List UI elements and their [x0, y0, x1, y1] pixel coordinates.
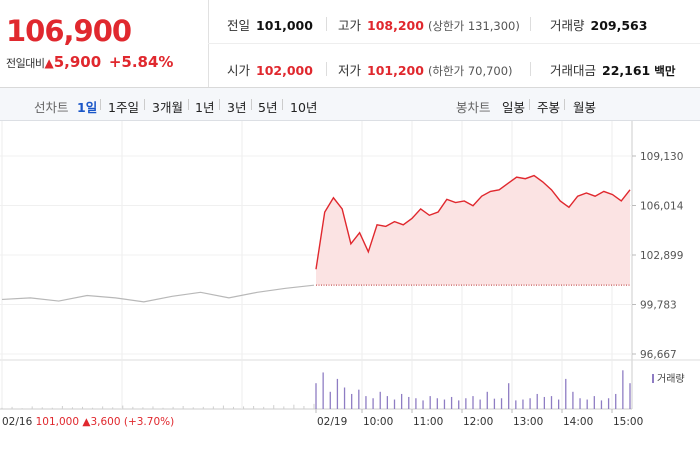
- trade-value: 거래대금 22,161 백만: [550, 60, 675, 79]
- prev-day-arrow-icon: ▲: [79, 416, 91, 428]
- change-amount: 5,900: [53, 53, 102, 71]
- current-price: 106,900: [6, 14, 132, 48]
- price-box: 106,900 전일대비▲5,900 +5.84%: [0, 0, 209, 87]
- row-divider: [208, 43, 700, 44]
- x-tick-label: 12:00: [463, 416, 493, 428]
- prev-day-date: 02/16: [2, 416, 33, 428]
- up-arrow-icon: ▲: [44, 56, 54, 70]
- volume-legend-swatch: [652, 374, 654, 383]
- divider: [326, 62, 327, 76]
- tab-3year[interactable]: 3년: [227, 100, 247, 115]
- divider: [251, 99, 252, 110]
- prev-day-price-line: [1, 284, 315, 303]
- tab-weekly-candle[interactable]: 주봉: [537, 100, 561, 115]
- high-price: 고가 108,200 (상한가 131,300): [338, 15, 520, 34]
- chart-background: [0, 121, 700, 450]
- trade-value-label: 거래대금: [550, 63, 597, 78]
- tab-1year[interactable]: 1년: [195, 100, 215, 115]
- trade-value-amount: 22,161: [602, 63, 651, 78]
- divider: [326, 17, 327, 31]
- x-tick-label: 11:00: [413, 416, 443, 428]
- prev-day-close: 101,000: [32, 416, 79, 428]
- quote-summary: 106,900 전일대비▲5,900 +5.84% 전일 101,000 고가 10…: [0, 0, 700, 88]
- lower-limit: (하한가 70,700): [427, 64, 513, 78]
- divider: [188, 99, 189, 110]
- open-price: 시가 102,000: [227, 60, 313, 79]
- tab-3month[interactable]: 3개월: [152, 100, 183, 115]
- tab-1day[interactable]: 1일: [77, 100, 98, 115]
- y-tick-label: 109,130: [640, 151, 683, 163]
- prev-close: 전일 101,000: [227, 15, 313, 34]
- x-tick-label: 02/19: [317, 416, 347, 428]
- prev-close-label: 전일: [227, 18, 251, 33]
- change-percent: +5.84%: [108, 53, 174, 71]
- high-value: 108,200: [367, 18, 424, 33]
- low-price: 저가 101,200 (하한가 70,700): [338, 60, 513, 79]
- divider: [529, 99, 530, 110]
- prev-day-summary: 02/16 101,000 ▲3,600 (+3.70%): [2, 416, 174, 428]
- low-value: 101,200: [367, 63, 424, 78]
- upper-limit: (상한가 131,300): [427, 19, 520, 33]
- y-tick-label: 102,899: [640, 250, 683, 262]
- y-tick-label: 106,014: [640, 201, 684, 213]
- prev-close-value: 101,000: [256, 18, 313, 33]
- divider: [100, 99, 101, 110]
- volume-label: 거래량: [550, 18, 585, 33]
- prev-day-change: 3,600: [90, 416, 120, 428]
- x-tick-label: 13:00: [513, 416, 543, 428]
- x-tick-label: 15:00: [613, 416, 643, 428]
- change-label: 전일대비: [6, 57, 45, 70]
- today-price-line: [315, 174, 631, 270]
- candle-chart-label: 봉차트: [456, 100, 491, 115]
- divider: [219, 99, 220, 110]
- divider: [564, 99, 565, 110]
- today-price-area: [316, 175, 630, 286]
- open-label: 시가: [227, 63, 251, 78]
- divider: [530, 17, 531, 31]
- change-row: 전일대비▲5,900 +5.84%: [6, 53, 173, 71]
- x-tick-label: 10:00: [363, 416, 393, 428]
- low-label: 저가: [338, 63, 362, 78]
- trade-value-unit: 백만: [654, 64, 676, 78]
- volume-value: 209,563: [590, 18, 648, 33]
- volume-legend-label: 거래량: [657, 373, 685, 385]
- divider: [282, 99, 283, 110]
- y-tick-label: 96,667: [640, 349, 677, 361]
- x-tick-label: 14:00: [563, 416, 593, 428]
- high-label: 고가: [338, 18, 362, 33]
- line-chart-label: 선차트: [34, 100, 69, 115]
- volume: 거래량 209,563: [550, 15, 647, 34]
- y-tick-label: 99,783: [640, 300, 677, 312]
- open-value: 102,000: [256, 63, 313, 78]
- tab-10year[interactable]: 10년: [290, 100, 318, 115]
- price-chart: 109,130 106,014 102,899 99,783 96,667 거래량 02/1…: [0, 121, 700, 450]
- tab-5year[interactable]: 5년: [258, 100, 278, 115]
- divider: [144, 99, 145, 110]
- divider: [530, 62, 531, 76]
- tab-monthly-candle[interactable]: 월봉: [573, 100, 597, 115]
- chart-tab-bar: 선차트 1일 1주일 3개월 1년 3년 5년 10년 봉차트 일봉 주봉 월봉: [0, 88, 700, 121]
- prev-day-percent: (+3.70%): [121, 416, 175, 428]
- tab-1week[interactable]: 1주일: [108, 100, 139, 115]
- tab-daily-candle[interactable]: 일봉: [502, 100, 526, 115]
